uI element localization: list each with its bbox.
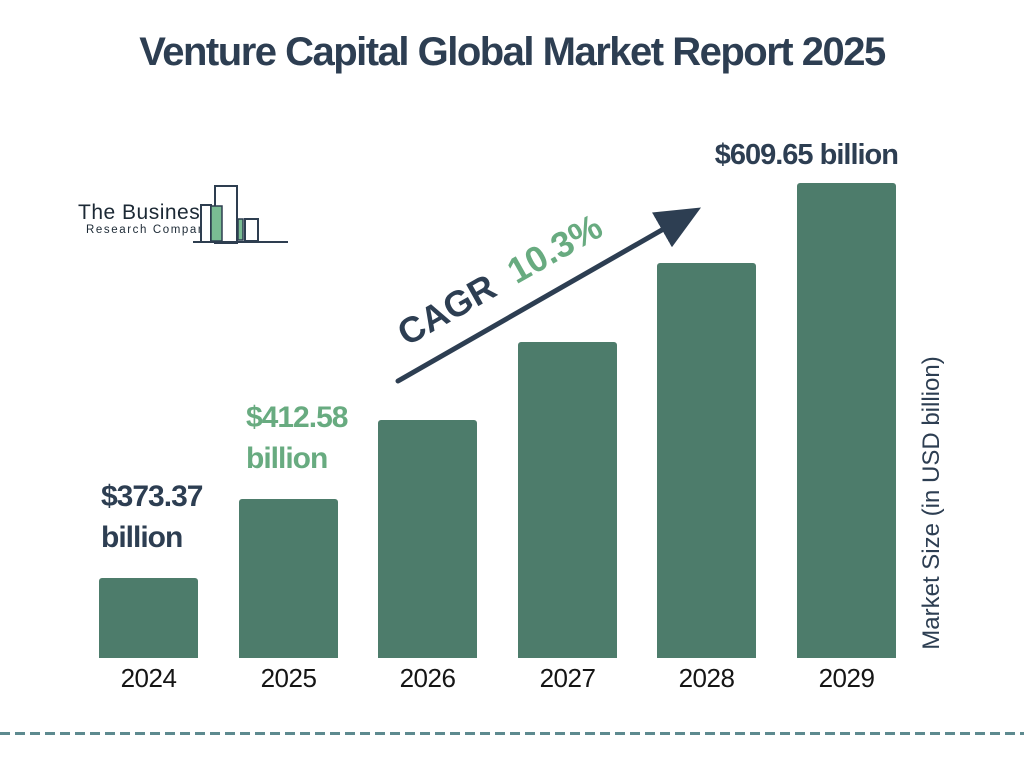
company-logo: The Business Research Company (75, 178, 290, 248)
bar-2029 (797, 183, 896, 658)
bottom-dashed-divider (0, 732, 1024, 735)
logo-name: The Business (78, 201, 212, 224)
x-axis-label-2029: 2029 (818, 663, 875, 693)
x-axis-label-2026: 2026 (399, 663, 456, 693)
logo-bar-chart-icon (193, 185, 288, 244)
value-label-2025: $412.58 billion (246, 397, 348, 479)
bar-2025 (239, 499, 338, 658)
x-axis-label-2024: 2024 (120, 663, 177, 693)
x-axis-label-2027: 2027 (539, 663, 596, 693)
logo-text: The Business Research Company (78, 202, 213, 237)
value-label-2024: $373.37 billion (101, 476, 203, 558)
bar-2024 (99, 578, 198, 658)
page-title: Venture Capital Global Market Report 202… (139, 30, 886, 74)
x-axis-label-2028: 2028 (678, 663, 735, 693)
value-label-2029: $609.65 billion (714, 139, 899, 171)
bar-2028 (657, 263, 756, 658)
bar-2026 (378, 420, 477, 658)
value-label-2024-unit: billion (101, 521, 183, 554)
cagr-trend-arrow (395, 207, 702, 384)
y-axis-label: Market Size (in USD billion) (918, 356, 945, 650)
x-axis-label-2025: 2025 (260, 663, 317, 693)
value-label-2025-unit: billion (246, 442, 328, 475)
bar-2027 (518, 342, 617, 658)
logo-subname: Research Company (86, 224, 214, 236)
value-label-2025-amount: $412.58 (246, 401, 348, 434)
value-label-2024-amount: $373.37 (101, 480, 203, 513)
